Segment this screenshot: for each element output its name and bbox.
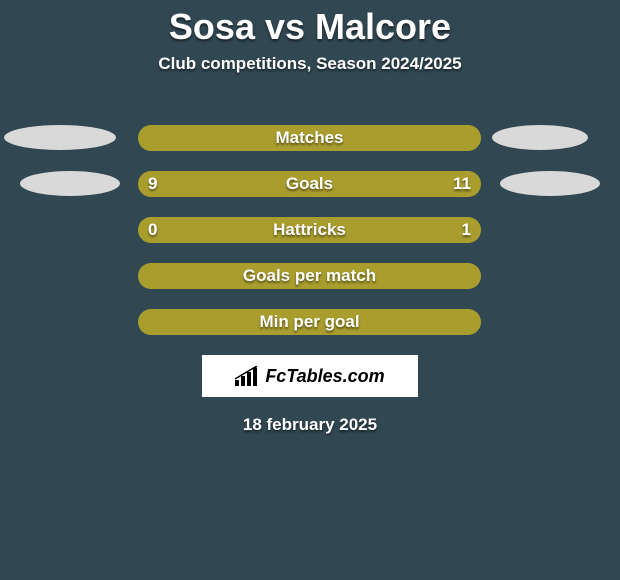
stat-row: Matches xyxy=(0,125,620,151)
bar-track: Matches xyxy=(138,125,481,151)
bar-value-right: 11 xyxy=(453,171,471,197)
logo-text: FcTables.com xyxy=(265,366,384,387)
page-title: Sosa vs Malcore xyxy=(0,0,620,48)
bar-label: Min per goal xyxy=(138,309,481,335)
bar-track: Min per goal xyxy=(138,309,481,335)
bar-chart-icon xyxy=(235,366,261,386)
comparison-rows: Matches Goals9 11 Hattricks0 1 Goals per matc… xyxy=(0,125,620,335)
stat-row: Hattricks0 1 xyxy=(0,217,620,243)
bar-value-left: 0 xyxy=(148,217,157,243)
stat-row: Min per goal xyxy=(0,309,620,335)
date-text: 18 february 2025 xyxy=(0,415,620,435)
bar-label: Goals per match xyxy=(138,263,481,289)
bar-label: Matches xyxy=(138,125,481,151)
bar-value-right: 1 xyxy=(462,217,471,243)
stat-row: Goals9 11 xyxy=(0,171,620,197)
logo: FcTables.com xyxy=(235,366,384,387)
bar-label: Goals xyxy=(138,171,481,197)
logo-box: FcTables.com xyxy=(202,355,418,397)
page-subtitle: Club competitions, Season 2024/2025 xyxy=(0,54,620,74)
bar-value-left: 9 xyxy=(148,171,157,197)
stat-row: Goals per match xyxy=(0,263,620,289)
bar-label: Hattricks xyxy=(138,217,481,243)
bar-track: Goals9 11 xyxy=(138,171,481,197)
bar-track: Hattricks0 1 xyxy=(138,217,481,243)
bar-track: Goals per match xyxy=(138,263,481,289)
